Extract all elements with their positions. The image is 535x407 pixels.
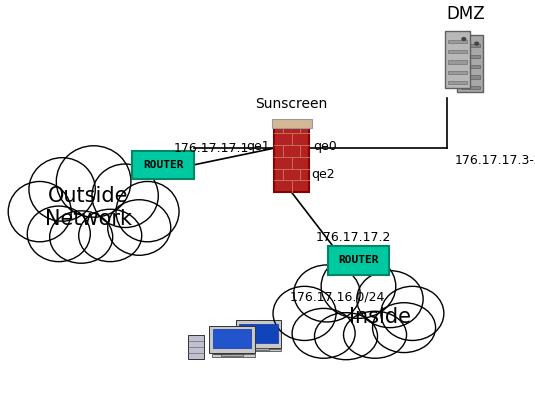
Ellipse shape bbox=[73, 170, 156, 246]
FancyBboxPatch shape bbox=[448, 50, 467, 53]
Text: Inside: Inside bbox=[349, 307, 411, 328]
FancyBboxPatch shape bbox=[445, 31, 470, 88]
Ellipse shape bbox=[92, 164, 158, 228]
Ellipse shape bbox=[29, 158, 95, 221]
Ellipse shape bbox=[310, 274, 407, 352]
Text: Outside
Network: Outside Network bbox=[45, 186, 132, 229]
Text: 176.17.17.3-254: 176.17.17.3-254 bbox=[455, 154, 535, 167]
Ellipse shape bbox=[32, 170, 114, 246]
Ellipse shape bbox=[273, 287, 336, 340]
FancyBboxPatch shape bbox=[133, 151, 194, 179]
FancyBboxPatch shape bbox=[461, 86, 480, 89]
FancyBboxPatch shape bbox=[272, 119, 311, 128]
Ellipse shape bbox=[292, 309, 355, 358]
FancyBboxPatch shape bbox=[457, 35, 483, 92]
Ellipse shape bbox=[116, 182, 179, 242]
Ellipse shape bbox=[108, 200, 171, 255]
FancyBboxPatch shape bbox=[248, 348, 270, 350]
Ellipse shape bbox=[50, 211, 113, 263]
Text: DMZ: DMZ bbox=[446, 5, 485, 23]
Text: qe2: qe2 bbox=[311, 168, 335, 181]
FancyBboxPatch shape bbox=[461, 55, 480, 58]
Text: 176.17.17.1: 176.17.17.1 bbox=[174, 142, 249, 155]
FancyBboxPatch shape bbox=[448, 40, 467, 43]
Ellipse shape bbox=[45, 168, 142, 255]
Ellipse shape bbox=[343, 311, 407, 358]
Circle shape bbox=[475, 42, 479, 45]
Ellipse shape bbox=[27, 206, 90, 262]
Ellipse shape bbox=[56, 146, 131, 217]
Text: ROUTER: ROUTER bbox=[338, 256, 379, 265]
FancyBboxPatch shape bbox=[235, 320, 281, 348]
FancyBboxPatch shape bbox=[327, 246, 389, 275]
FancyBboxPatch shape bbox=[188, 335, 204, 359]
Ellipse shape bbox=[315, 313, 378, 360]
FancyBboxPatch shape bbox=[239, 324, 278, 343]
FancyBboxPatch shape bbox=[461, 65, 480, 68]
Text: 176.17.16.0/24: 176.17.16.0/24 bbox=[289, 291, 385, 304]
Text: qe0: qe0 bbox=[314, 140, 337, 153]
Text: qe1: qe1 bbox=[246, 140, 270, 153]
FancyBboxPatch shape bbox=[212, 354, 255, 357]
Ellipse shape bbox=[321, 254, 396, 318]
FancyBboxPatch shape bbox=[213, 329, 251, 348]
Ellipse shape bbox=[381, 287, 444, 340]
Text: 176.17.17.2: 176.17.17.2 bbox=[316, 231, 391, 244]
Ellipse shape bbox=[338, 276, 421, 344]
FancyBboxPatch shape bbox=[209, 326, 255, 353]
Ellipse shape bbox=[294, 265, 360, 322]
FancyBboxPatch shape bbox=[448, 61, 467, 63]
FancyBboxPatch shape bbox=[221, 354, 243, 356]
Ellipse shape bbox=[79, 209, 142, 262]
FancyBboxPatch shape bbox=[461, 44, 480, 48]
FancyBboxPatch shape bbox=[448, 71, 467, 74]
FancyBboxPatch shape bbox=[461, 75, 480, 79]
Circle shape bbox=[462, 38, 465, 41]
FancyBboxPatch shape bbox=[274, 121, 309, 193]
FancyBboxPatch shape bbox=[238, 349, 281, 351]
FancyBboxPatch shape bbox=[448, 81, 467, 84]
Ellipse shape bbox=[372, 303, 435, 352]
Ellipse shape bbox=[296, 276, 379, 344]
Text: ROUTER: ROUTER bbox=[143, 160, 184, 170]
Text: Sunscreen: Sunscreen bbox=[255, 97, 328, 111]
Ellipse shape bbox=[8, 182, 71, 242]
Ellipse shape bbox=[357, 271, 423, 328]
FancyBboxPatch shape bbox=[214, 330, 231, 354]
